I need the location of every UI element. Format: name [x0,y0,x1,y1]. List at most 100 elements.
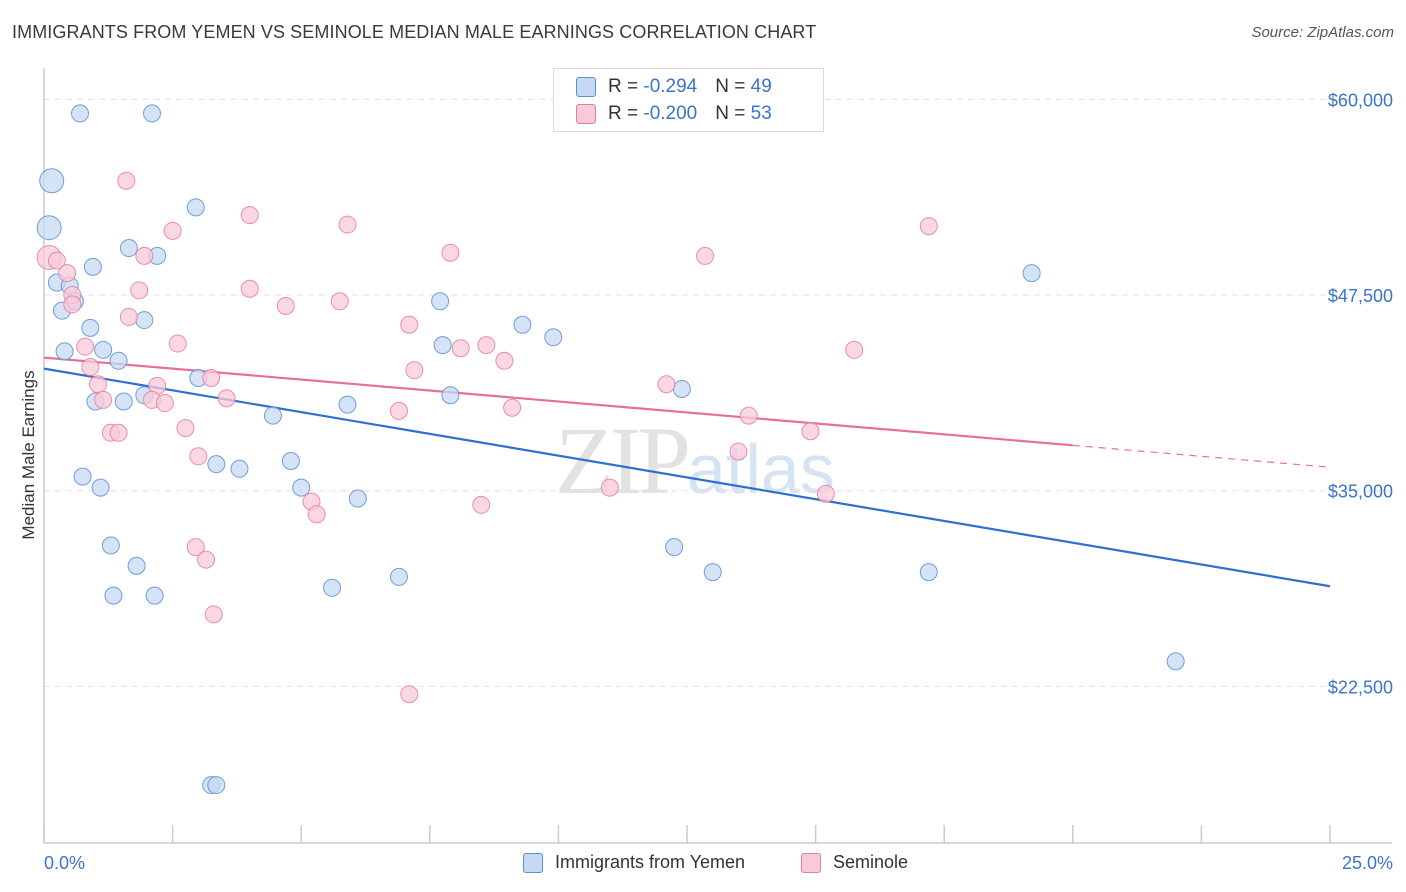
point-yemen [433,336,452,355]
series-swatch-yemen [523,852,543,873]
point-yemen [101,536,120,555]
point-seminole [63,295,82,314]
point-seminole [845,340,864,359]
watermark: ZIPatlas [555,405,835,516]
point-seminole [155,394,174,413]
point-seminole [240,206,259,225]
point-yemen [207,776,226,795]
point-yemen [119,239,138,258]
point-yemen [665,538,684,557]
legend-n-value: 53 [750,103,772,124]
point-yemen [672,379,691,398]
point-yemen [104,586,123,605]
point-seminole [503,398,522,417]
point-yemen [114,392,133,411]
legend-r-value: -0.200 [643,103,698,124]
point-seminole [389,401,408,420]
point-seminole [94,390,113,409]
point-yemen [36,215,62,241]
point-seminole [117,171,136,190]
point-seminole [81,358,100,377]
point-seminole [76,337,95,356]
point-seminole [168,334,187,353]
point-seminole [119,307,138,326]
point-yemen [513,315,532,334]
point-seminole [330,292,349,311]
y-axis-title: Median Male Earnings [19,370,38,539]
point-yemen [135,311,154,330]
y-tick-label: $47,500 [1328,286,1393,306]
series-legend-yemen: Immigrants from Yemen [523,852,745,873]
point-yemen [73,467,92,486]
watermark-zip: ZIP [555,407,691,514]
point-yemen [39,168,65,194]
chart-source: Source: ZipAtlas.com [1251,24,1394,41]
tick-labels: $22,500 $35,000 $47,500 $60,000 0.0% 25.0% Med… [19,90,1393,873]
point-yemen [230,459,249,478]
point-seminole [495,351,514,370]
point-yemen [127,556,146,575]
point-yemen [292,478,311,497]
point-yemen [281,451,300,470]
legend-n-label: N = [715,76,751,97]
point-seminole [130,281,149,300]
legend-r-label: R = [608,103,644,124]
point-seminole [204,605,223,624]
point-yemen [71,104,90,123]
legend-swatch-yemen [576,77,596,97]
point-yemen [55,342,74,361]
legend-r-value: -0.294 [643,76,698,97]
chart-title: IMMIGRANTS FROM YEMEN VS SEMINOLE MEDIAN… [12,22,817,42]
point-yemen [81,318,100,337]
point-seminole [801,422,820,441]
point-seminole [176,419,195,438]
point-seminole [451,339,470,358]
grid-lines [44,98,1392,687]
legend-n-value: 49 [750,76,772,97]
legend-row-seminole: R = -0.200 N = 53 [576,102,772,126]
point-yemen [145,586,164,605]
point-yemen [109,351,128,370]
point-yemen [94,340,113,359]
point-seminole [89,375,108,394]
point-yemen [91,478,110,497]
y-tick-label: $60,000 [1328,90,1393,110]
point-seminole [729,442,748,461]
point-seminole [189,447,208,466]
point-yemen [431,292,450,311]
series-name-yemen: Immigrants from Yemen [555,852,746,872]
point-seminole [135,246,154,265]
watermark-atlas: atlas [687,430,835,508]
point-seminole [739,406,758,425]
point-seminole [197,550,216,569]
point-yemen [544,328,563,347]
point-seminole [696,246,715,265]
legend-n-label: N = [715,103,751,124]
trend-line-yemen [43,367,1331,588]
point-seminole [240,279,259,298]
data-points [36,104,1185,795]
trend-line-seminole-projection [1072,444,1331,468]
point-seminole [919,217,938,236]
point-yemen [263,406,282,425]
point-seminole [657,375,676,394]
x-tick-label: 0.0% [44,853,85,873]
point-yemen [703,563,722,582]
point-seminole [338,215,357,234]
point-seminole [58,264,77,283]
point-seminole [405,361,424,380]
point-yemen [323,578,342,597]
series-legend-seminole: Seminole [801,852,908,873]
series-name-seminole: Seminole [833,852,909,872]
y-tick-label: $35,000 [1328,482,1393,502]
point-seminole [186,538,205,557]
legend-r-label: R = [608,76,644,97]
series-swatch-seminole [801,852,821,873]
point-seminole [109,423,128,442]
point-yemen [348,489,367,508]
y-tick-label: $22,500 [1328,677,1393,697]
point-seminole [400,315,419,334]
point-seminole [441,243,460,262]
point-seminole [202,369,221,387]
